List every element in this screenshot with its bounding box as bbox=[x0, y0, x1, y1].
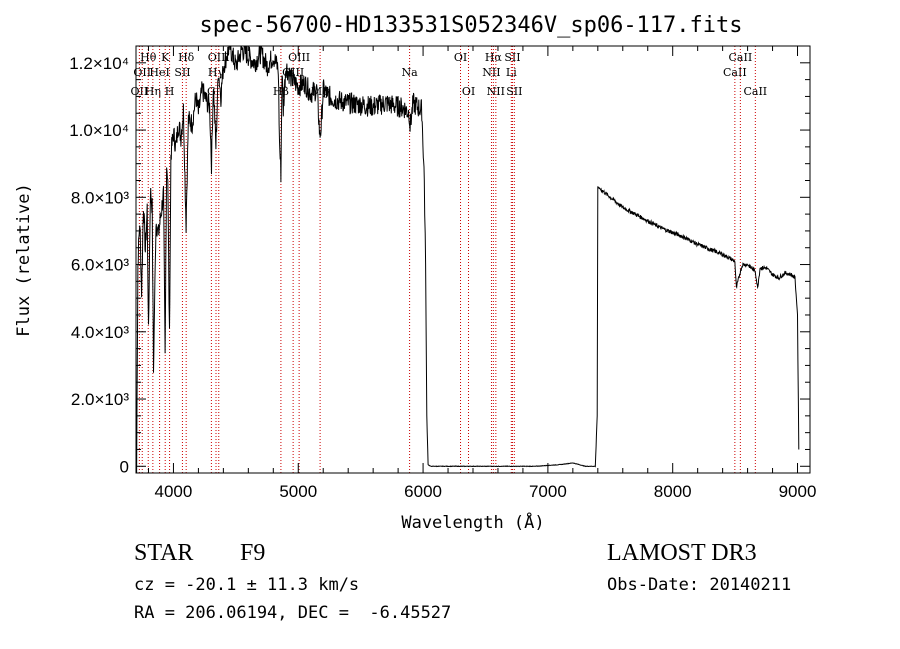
line-label-25: CaII bbox=[723, 66, 747, 79]
spectral-subclass: F9 bbox=[240, 540, 266, 566]
plot-frame bbox=[135, 45, 811, 474]
coordinates: RA = 206.06194, DEC = -6.45527 bbox=[134, 603, 452, 623]
line-label-26: CaII bbox=[729, 51, 753, 64]
x-axis-label: Wavelength (Å) bbox=[401, 511, 544, 533]
y-tick-label-6: 1.2×10⁴ bbox=[69, 54, 129, 73]
y-tick-label-0: 0 bbox=[120, 457, 129, 476]
line-label-10: Hγ bbox=[208, 66, 225, 79]
line-label-5: K bbox=[161, 51, 170, 64]
line-label-4: HeI bbox=[149, 66, 169, 79]
line-label-8: Hδ bbox=[178, 51, 195, 64]
line-label-1: OII bbox=[133, 66, 151, 79]
line-label-27: CaII bbox=[743, 85, 767, 98]
line-label-18: OI bbox=[462, 85, 475, 98]
line-label-6: H bbox=[165, 85, 175, 98]
y-axis-label: Flux (relative) bbox=[14, 183, 34, 337]
line-label-23: SII bbox=[504, 51, 520, 64]
x-tick-label-1: 5000 bbox=[279, 482, 317, 501]
observation-date: Obs-Date: 20140211 bbox=[607, 575, 792, 595]
y-tick-label-2: 4.0×10³ bbox=[71, 323, 129, 342]
line-label-21: NII bbox=[487, 85, 505, 98]
line-label-19: NII bbox=[482, 66, 500, 79]
x-tick-label-0: 4000 bbox=[155, 482, 193, 501]
line-label-11: OIII bbox=[208, 51, 230, 64]
y-tick-label-4: 8.0×10³ bbox=[71, 188, 129, 207]
survey-name: LAMOST DR3 bbox=[607, 540, 757, 566]
line-label-22: Li bbox=[506, 66, 517, 79]
line-label-0: OII bbox=[131, 85, 149, 98]
x-tick-label-4: 8000 bbox=[654, 482, 692, 501]
line-label-7: SII bbox=[174, 66, 190, 79]
chart-title: spec-56700-HD133531S052346V_sp06-117.fit… bbox=[199, 13, 742, 38]
line-label-14: OIII bbox=[288, 51, 310, 64]
line-label-24: SII bbox=[506, 85, 522, 98]
y-tick-label-1: 2.0×10³ bbox=[71, 390, 129, 409]
line-label-20: Hα bbox=[485, 51, 503, 64]
x-tick-label-3: 7000 bbox=[529, 482, 567, 501]
y-tick-label-5: 1.0×10⁴ bbox=[69, 121, 129, 140]
line-label-2: Hθ bbox=[140, 51, 157, 64]
x-tick-label-2: 6000 bbox=[404, 482, 442, 501]
spectrum-line bbox=[136, 46, 800, 473]
redshift-cz: cz = -20.1 ± 11.3 km/s bbox=[134, 575, 360, 595]
line-label-9: G bbox=[207, 85, 216, 98]
y-tick-label-3: 6.0×10³ bbox=[71, 256, 129, 275]
x-tick-label-5: 9000 bbox=[779, 482, 817, 501]
line-label-16: Na bbox=[402, 66, 419, 79]
object-class: STAR bbox=[134, 540, 194, 566]
line-label-3: Hη bbox=[145, 85, 161, 98]
line-label-17: OI bbox=[454, 51, 467, 64]
line-label-12: Hβ bbox=[273, 85, 289, 98]
